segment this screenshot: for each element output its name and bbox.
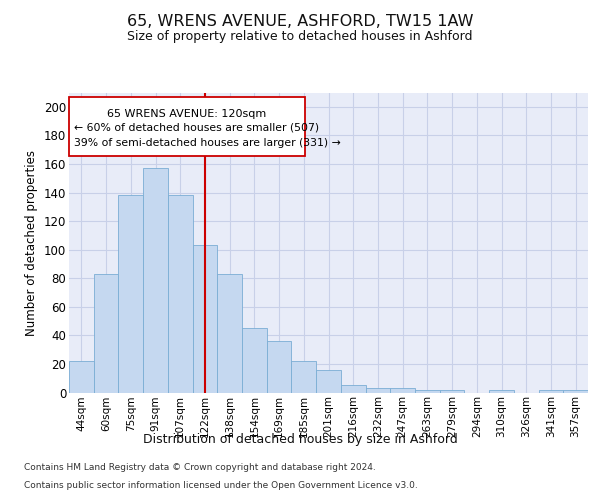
Bar	[390, 388, 415, 392]
Text: 65, WRENS AVENUE, ASHFORD, TW15 1AW: 65, WRENS AVENUE, ASHFORD, TW15 1AW	[127, 14, 473, 29]
Bar	[168, 196, 193, 392]
Bar	[242, 328, 267, 392]
Bar	[118, 196, 143, 392]
Bar	[341, 386, 365, 392]
Text: 39% of semi-detached houses are larger (331) →: 39% of semi-detached houses are larger (…	[74, 138, 341, 147]
Bar	[69, 361, 94, 392]
Text: Contains HM Land Registry data © Crown copyright and database right 2024.: Contains HM Land Registry data © Crown c…	[24, 464, 376, 472]
Bar	[143, 168, 168, 392]
Bar	[415, 390, 440, 392]
Text: Size of property relative to detached houses in Ashford: Size of property relative to detached ho…	[127, 30, 473, 43]
Bar	[217, 274, 242, 392]
Bar	[193, 246, 217, 392]
Bar	[316, 370, 341, 392]
Text: ← 60% of detached houses are smaller (507): ← 60% of detached houses are smaller (50…	[74, 122, 319, 132]
FancyBboxPatch shape	[69, 97, 305, 156]
Bar	[365, 388, 390, 392]
Bar	[489, 390, 514, 392]
Bar	[440, 390, 464, 392]
Y-axis label: Number of detached properties: Number of detached properties	[25, 150, 38, 336]
Bar	[94, 274, 118, 392]
Bar	[563, 390, 588, 392]
Text: 65 WRENS AVENUE: 120sqm: 65 WRENS AVENUE: 120sqm	[107, 109, 266, 119]
Text: Distribution of detached houses by size in Ashford: Distribution of detached houses by size …	[143, 432, 457, 446]
Bar	[292, 361, 316, 392]
Bar	[267, 341, 292, 392]
Bar	[539, 390, 563, 392]
Text: Contains public sector information licensed under the Open Government Licence v3: Contains public sector information licen…	[24, 481, 418, 490]
